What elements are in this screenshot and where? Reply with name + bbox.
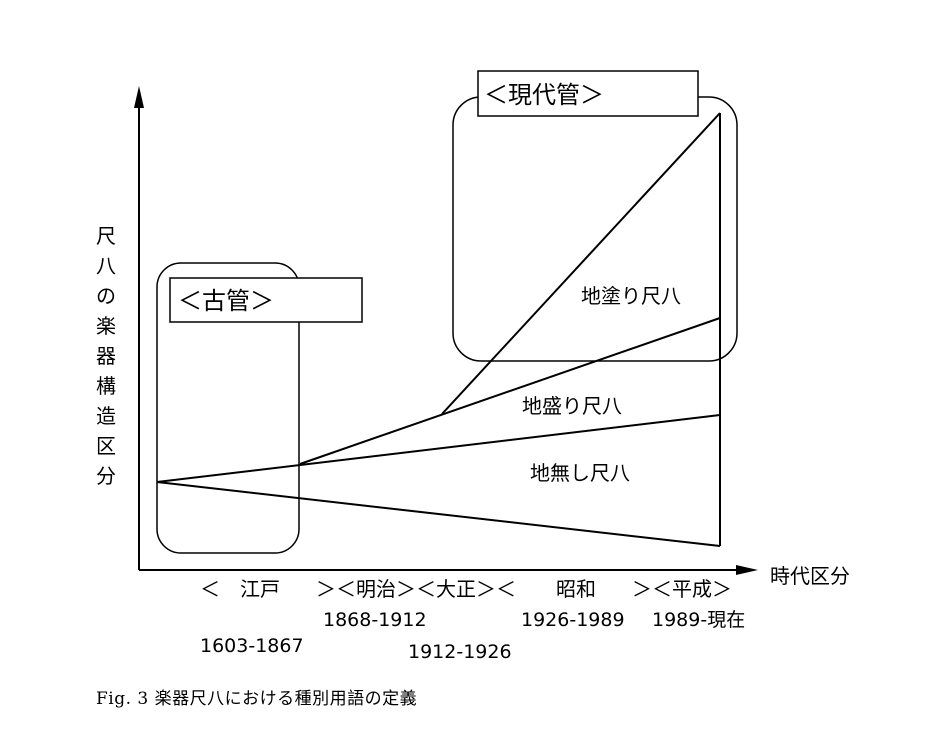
jinashi-lower-line — [156, 481, 721, 547]
y-axis-label-char: 分 — [96, 464, 116, 488]
period-heisei: ＞＜平成＞ — [632, 577, 732, 601]
jinuri-upper-line — [441, 112, 721, 415]
jimori-upper-line — [299, 317, 721, 465]
y-axis-label-char: 区 — [96, 434, 116, 458]
y-axis-label-char: 器 — [96, 344, 116, 368]
y-axis-label-char: 造 — [96, 404, 116, 428]
jinashi-label: 地無し尺八 — [530, 461, 630, 485]
jinuri-label: 地塗り尺八 — [581, 284, 681, 308]
years-heisei: 1989-現在 — [652, 609, 745, 631]
y-axis-label-char: 構 — [96, 374, 116, 398]
y-axis-label-char: 楽 — [96, 314, 116, 338]
period-meiji-taisho: ＞＜明治＞＜大正＞＜ — [316, 577, 516, 601]
figure-caption: Fig. 3 楽器尺八における種別用語の定義 — [96, 689, 418, 709]
period-showa: 昭和 — [556, 577, 596, 601]
modern-pipe-label: ＜現代管＞ — [484, 81, 604, 109]
x-axis-arrow — [736, 565, 758, 575]
x-axis-label: 時代区分 — [770, 564, 850, 588]
jimori-label: 地盛り尺八 — [522, 394, 622, 418]
y-axis-label: 尺 八 の 楽 器 構 造 区 分 — [96, 224, 116, 488]
old-pipe-label: ＜古管＞ — [178, 287, 274, 315]
y-axis-arrow — [134, 86, 144, 108]
jinashi-upper-line — [156, 414, 721, 483]
old-pipe-region — [156, 262, 300, 554]
years-meiji: 1868-1912 — [323, 609, 427, 631]
modern-pipe-label-box — [477, 70, 699, 117]
years-taisho: 1912-1926 — [408, 641, 512, 663]
period-edo: ＜ 江戸 — [200, 577, 280, 601]
modern-pipe-region — [452, 96, 738, 362]
y-axis-label-char: 八 — [96, 254, 116, 278]
old-pipe-label-box — [169, 277, 363, 323]
y-axis-label-char: 尺 — [96, 224, 116, 248]
years-showa: 1926-1989 — [521, 609, 625, 631]
y-axis-label-char: の — [96, 284, 116, 308]
years-edo: 1603-1867 — [200, 635, 304, 657]
